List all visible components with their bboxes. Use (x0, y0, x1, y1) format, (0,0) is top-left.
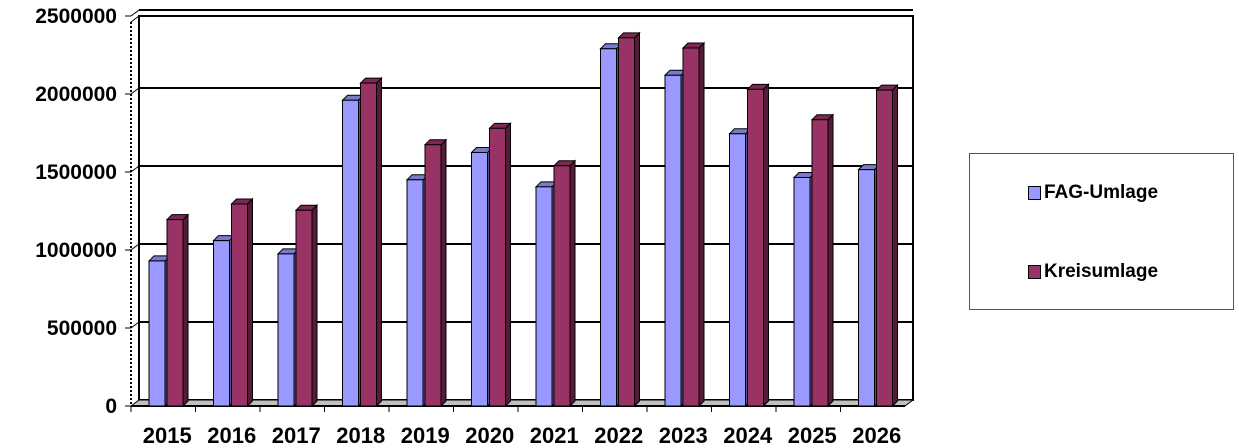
axes (125, 15, 905, 412)
x-tick-labels: 2015 2016 2017 2018 2019 2020 2021 2022 2023 2024… (143, 423, 901, 448)
bar-kreisumlage (552, 159, 577, 408)
bar-side (182, 213, 189, 408)
bar-kreisumlage (681, 41, 706, 408)
y-tick-labels: 0 500000 1000000 1500000 2000000 2500000 (35, 5, 117, 418)
y-tick-label: 0 (105, 395, 117, 418)
bar-front (618, 37, 635, 407)
bar-kreisumlage (875, 83, 899, 408)
gridline-side (130, 9, 140, 17)
left-wall-top (130, 15, 140, 23)
bar-side (376, 76, 382, 408)
bar-front (811, 119, 829, 407)
bar-front (213, 240, 230, 407)
bar-front (277, 253, 295, 407)
x-tick-label: 2021 (530, 423, 579, 448)
legend-item-kreisumlage: Kreisumlage (1028, 261, 1158, 283)
bar-front (664, 74, 682, 407)
y-tick-label: 2500000 (35, 5, 117, 28)
bar-front (535, 186, 553, 407)
bar-front (858, 169, 875, 407)
bar-kreisumlage (423, 138, 448, 408)
x-tick-label: 2019 (401, 423, 450, 448)
gridline-side (130, 87, 140, 95)
bar-front (747, 88, 764, 407)
bar-kreisumlage (488, 122, 512, 408)
bar-side (698, 41, 705, 408)
x-tick-label: 2018 (336, 423, 385, 448)
bar-side (634, 31, 640, 408)
gridline-side (130, 321, 140, 329)
bar-side (892, 83, 898, 408)
bar-side (311, 204, 318, 408)
bar-front (489, 127, 506, 407)
bar-front (406, 179, 424, 407)
bar-front (793, 176, 811, 407)
legend-item-fag-umlage: FAG-Umlage (1028, 182, 1158, 204)
bar-side (763, 83, 769, 408)
y-tick-label: 1500000 (35, 161, 117, 184)
bar-kreisumlage (746, 83, 770, 408)
bar-front (471, 152, 488, 407)
bar-front (166, 219, 184, 407)
legend: FAG-Umlage Kreisumlage (969, 153, 1234, 310)
bar-side (569, 159, 576, 408)
bar-front (231, 203, 248, 407)
bar-front (424, 144, 442, 407)
legend-label-kreisumlage: Kreisumlage (1044, 261, 1159, 282)
y-tick-label: 2000000 (35, 83, 117, 106)
chart-walls (129, 15, 915, 407)
x-tick-label: 2022 (594, 423, 643, 448)
x-tick-label: 2025 (788, 423, 837, 448)
legend-swatch-fag-umlage (1028, 186, 1041, 200)
legend-label-fag-umlage: FAG-Umlage (1044, 182, 1159, 203)
bar-kreisumlage (294, 204, 319, 408)
bar-side (247, 197, 253, 408)
bar-front (600, 48, 617, 407)
bar-fag-umlage (534, 180, 559, 408)
bar-side (827, 113, 834, 408)
bar-front (295, 209, 313, 407)
bar-kreisumlage (617, 31, 641, 408)
gridlines (130, 9, 913, 329)
bar-kreisumlage (230, 197, 254, 408)
x-tick-label: 2016 (207, 423, 256, 448)
bar-side (505, 122, 511, 408)
bar-front (876, 89, 893, 407)
x-tick-label: 2024 (723, 423, 773, 448)
y-tick-label: 1000000 (35, 239, 117, 262)
bar-front (553, 165, 571, 407)
bar-kreisumlage (810, 113, 835, 408)
gridline-side (130, 165, 140, 173)
x-tick-label: 2026 (852, 423, 901, 448)
x-tick-label: 2020 (465, 423, 514, 448)
bar-front (360, 82, 377, 407)
back-wall (138, 15, 914, 401)
bar-front (729, 133, 746, 407)
bar-front (342, 99, 359, 407)
bar-front (682, 47, 700, 407)
x-tick-label: 2017 (272, 423, 321, 448)
bar-front (148, 260, 166, 407)
bar-kreisumlage (359, 76, 383, 408)
bar-side (440, 138, 447, 408)
x-tick-label: 2015 (143, 423, 192, 448)
bars (147, 31, 899, 408)
legend-swatch-kreisumlage (1028, 265, 1041, 279)
x-tick-label: 2023 (659, 423, 708, 448)
bar-kreisumlage (165, 213, 190, 408)
gridline-side (130, 243, 140, 251)
y-tick-label: 500000 (47, 317, 117, 340)
